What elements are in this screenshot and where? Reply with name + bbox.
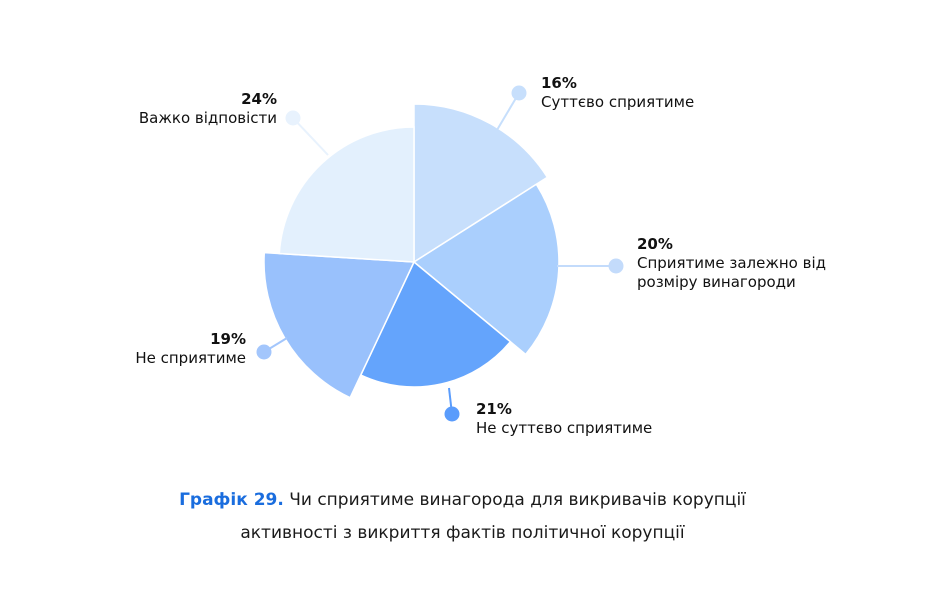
slice-percent-label: 24% (241, 90, 277, 108)
caption-text-1: Чи сприятиме винагорода для викривачів к… (283, 490, 746, 510)
slice-percent-label: 16% (541, 74, 577, 92)
slice-name-label: Не суттєво сприятиме (476, 419, 652, 437)
caption-line-2: активності з викриття фактів політичної … (240, 523, 685, 543)
caption-prefix: Графік 29. (179, 490, 284, 510)
pie-slice (412, 183, 560, 356)
label-dot (256, 344, 272, 360)
slice-name-label: Суттєво сприятиме (541, 93, 694, 111)
slice-name-label: розміру винагороди (637, 273, 796, 291)
slice-percent-label: 20% (637, 235, 673, 253)
slice-percent-label: 21% (476, 400, 512, 418)
leader-line (292, 117, 329, 156)
slice-percent-label: 19% (210, 330, 246, 348)
pie-slice (278, 126, 415, 263)
pie-slice (413, 103, 549, 264)
label-dot (285, 110, 301, 126)
slice-name-label: Сприятиме залежно від (637, 254, 826, 272)
caption-line-1: Графік 29. Чи сприятиме винагорода для в… (0, 484, 925, 517)
pie-slice (359, 260, 512, 388)
label-dot (511, 85, 527, 101)
slice-name-label: Не сприятиме (135, 349, 246, 367)
slice-name-label: Важко відповісти (139, 109, 277, 127)
label-dot (444, 406, 460, 422)
label-dot (608, 258, 624, 274)
chart-caption: Графік 29. Чи сприятиме винагорода для в… (0, 484, 925, 550)
